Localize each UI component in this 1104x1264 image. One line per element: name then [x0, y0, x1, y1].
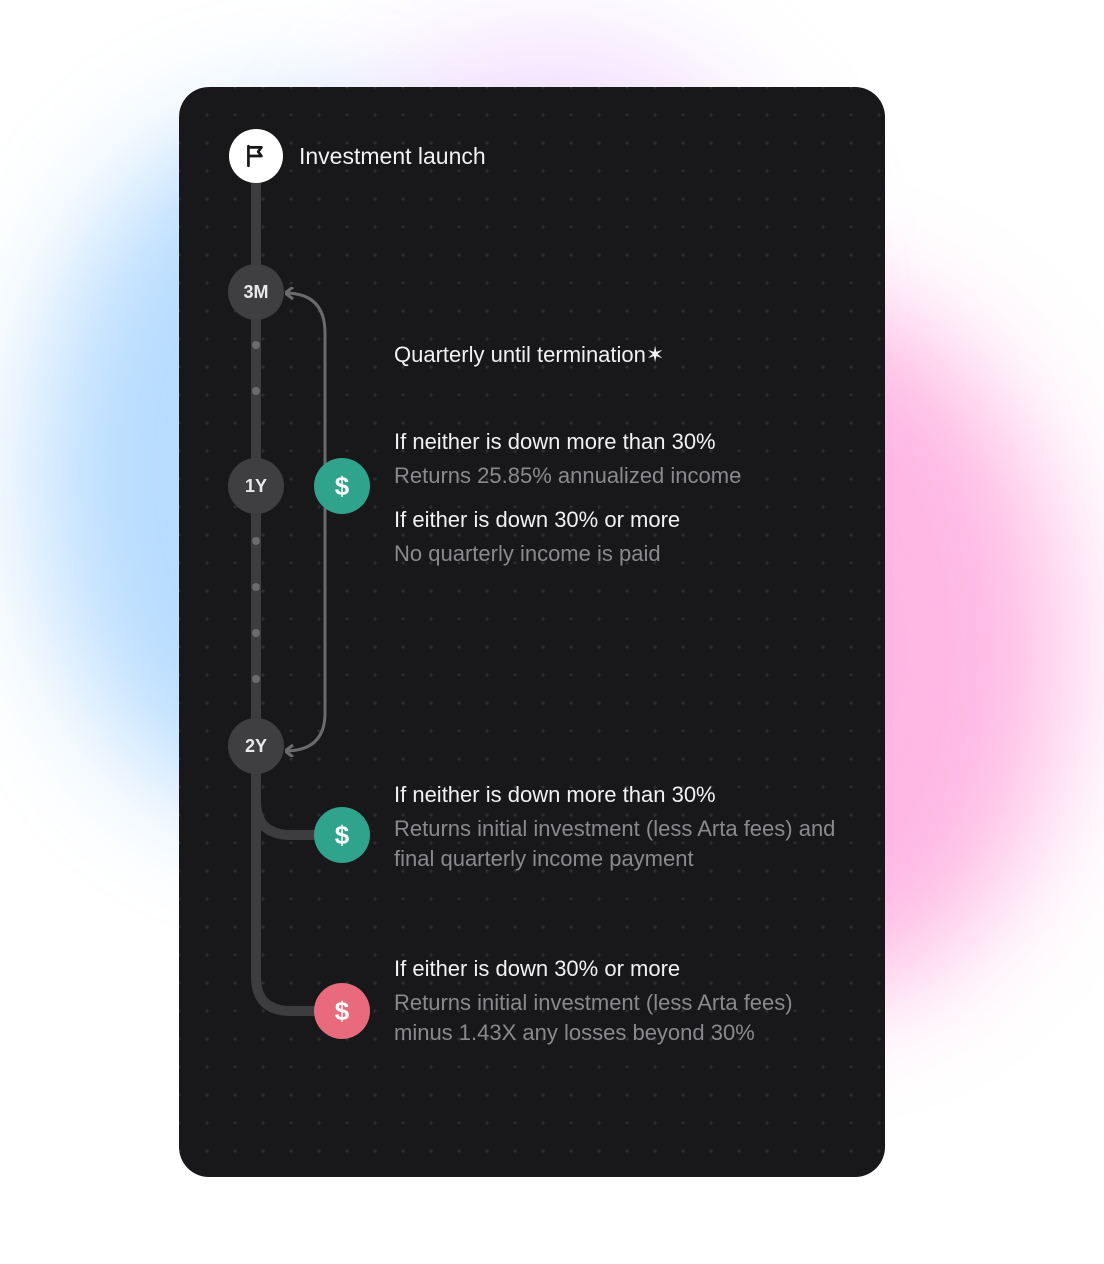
quarterly-payout-icon: $ — [314, 458, 370, 514]
outcome-negative-heading: If either is down 30% or more — [394, 954, 845, 984]
milestone-1y-label: 1Y — [245, 476, 267, 497]
milestone-3m: 3M — [228, 264, 284, 320]
flag-icon — [243, 143, 269, 169]
cond1-sub: Returns 25.85% annualized income — [394, 461, 845, 492]
launch-icon — [229, 129, 283, 183]
timeline-dots — [252, 341, 260, 433]
milestone-2y: 2Y — [228, 718, 284, 774]
mid-conditions: If neither is down more than 30% Returns… — [394, 427, 845, 584]
outcome-positive-sub: Returns initial investment (less Arta fe… — [394, 814, 845, 876]
investment-timeline-card: Investment launch 3M 1Y 2Y $ $ $ Quarter… — [179, 87, 885, 1177]
milestone-3m-label: 3M — [243, 282, 268, 303]
final-payout-positive-icon: $ — [314, 807, 370, 863]
outcome-positive-heading: If neither is down more than 30% — [394, 780, 845, 810]
cond2-sub: No quarterly income is paid — [394, 539, 845, 570]
cond2-heading: If either is down 30% or more — [394, 505, 845, 535]
quarterly-heading: Quarterly until termination✶ — [394, 340, 845, 370]
milestone-2y-label: 2Y — [245, 736, 267, 757]
milestone-1y: 1Y — [228, 458, 284, 514]
timeline-dots — [252, 537, 260, 721]
quarterly-section: Quarterly until termination✶ — [394, 340, 845, 374]
outcome-positive: If neither is down more than 30% Returns… — [394, 780, 845, 875]
final-payout-negative-icon: $ — [314, 983, 370, 1039]
outcome-negative: If either is down 30% or more Returns in… — [394, 954, 845, 1049]
cond1-heading: If neither is down more than 30% — [394, 427, 845, 457]
outcome-negative-sub: Returns initial investment (less Arta fe… — [394, 988, 845, 1050]
card-title: Investment launch — [299, 143, 486, 170]
quarterly-bracket-connector — [285, 287, 345, 757]
